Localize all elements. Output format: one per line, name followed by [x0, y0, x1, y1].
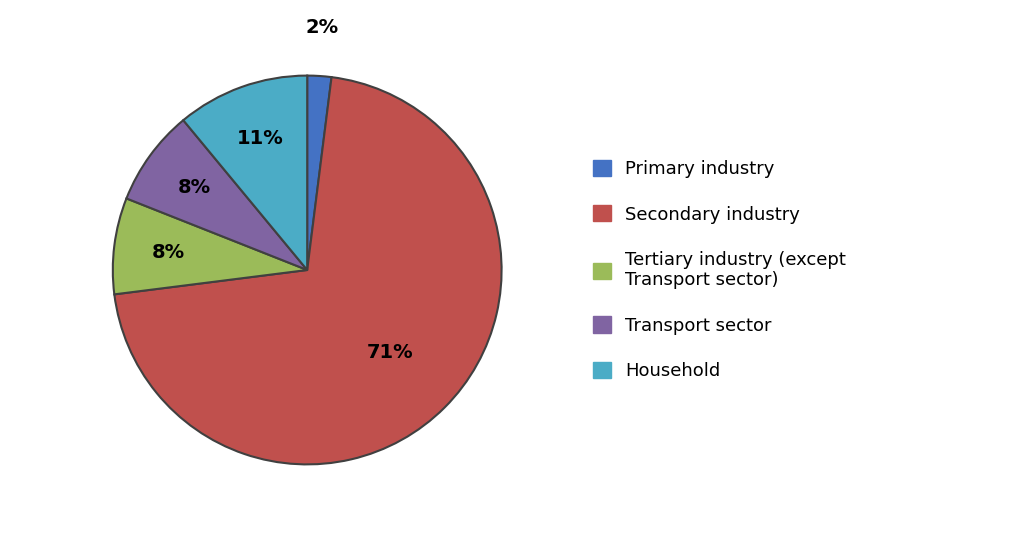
Text: 8%: 8%	[152, 243, 185, 262]
Text: 8%: 8%	[177, 178, 211, 197]
Wedge shape	[126, 120, 307, 270]
Legend: Primary industry, Secondary industry, Tertiary industry (except
Transport sector: Primary industry, Secondary industry, Te…	[584, 151, 855, 389]
Text: 2%: 2%	[306, 18, 339, 37]
Wedge shape	[307, 76, 332, 270]
Text: 11%: 11%	[237, 129, 284, 148]
Wedge shape	[183, 76, 307, 270]
Text: 71%: 71%	[367, 343, 413, 362]
Wedge shape	[113, 198, 307, 294]
Wedge shape	[115, 77, 502, 464]
